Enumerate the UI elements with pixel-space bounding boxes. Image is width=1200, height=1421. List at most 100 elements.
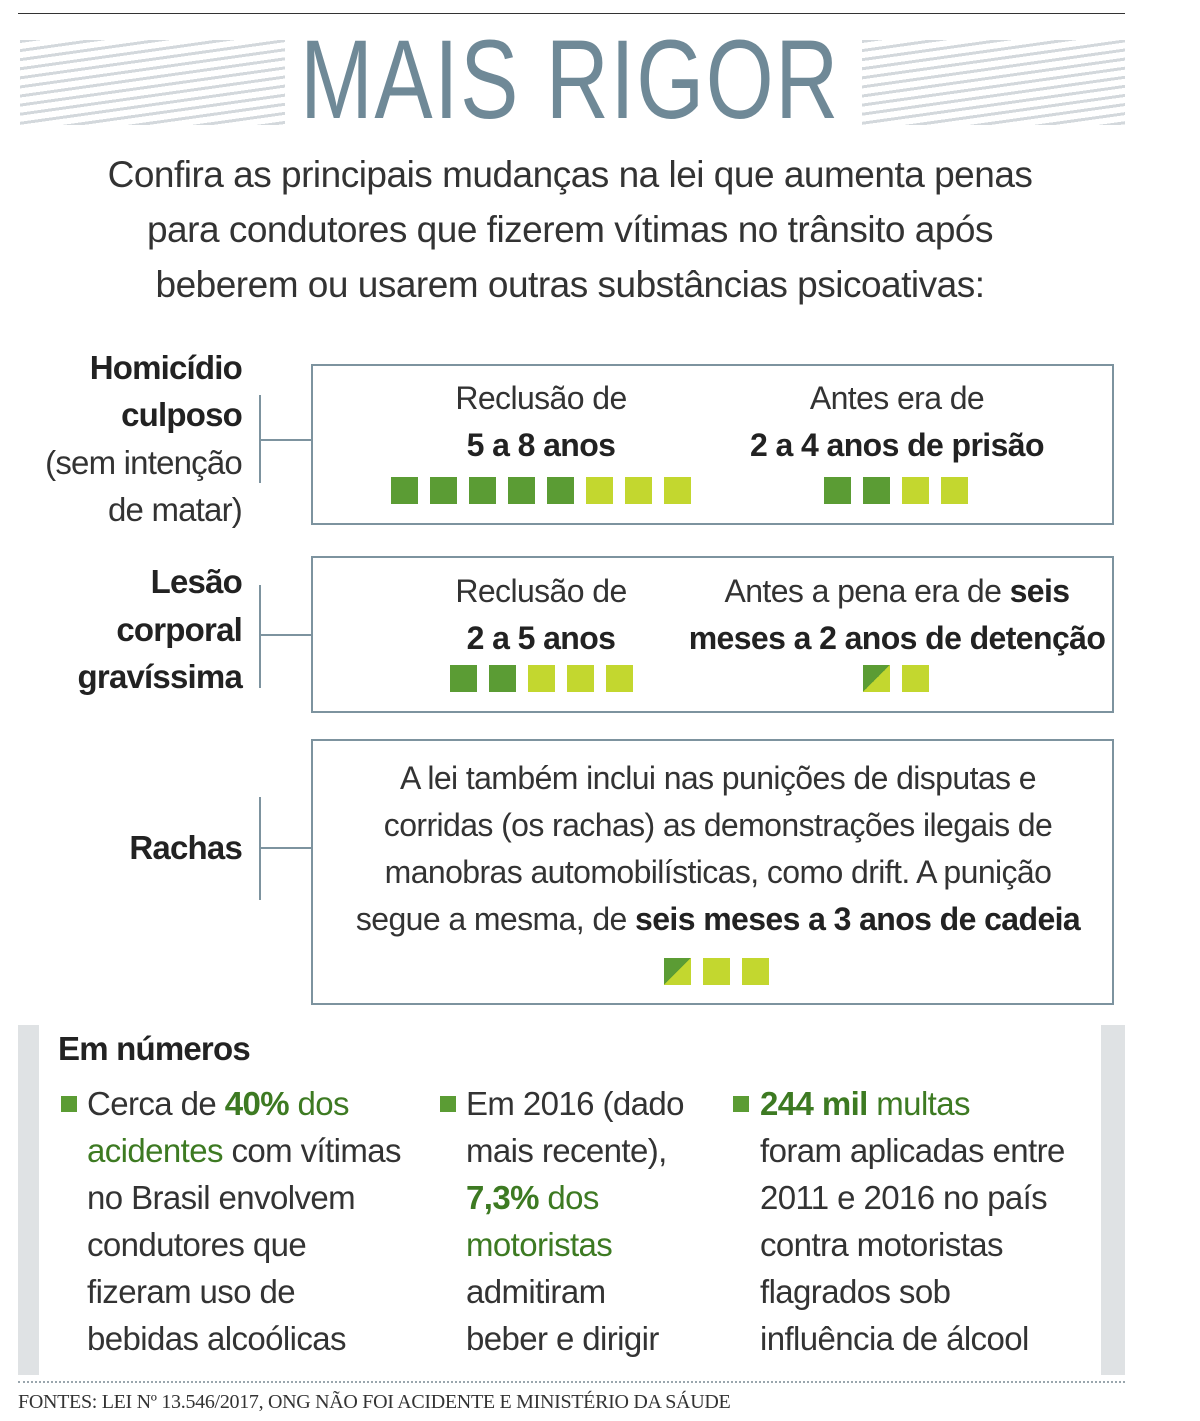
old-lead: Antes a pena era de [724, 573, 1002, 609]
square [586, 477, 613, 504]
title: MAIS RIGOR [300, 17, 840, 142]
square [742, 958, 769, 985]
section-box [311, 364, 1114, 525]
text-line: segue a mesma, de seis meses a 3 anos de… [318, 896, 1118, 942]
stat-line: no Brasil envolvem [87, 1179, 356, 1216]
bullet [61, 1096, 77, 1112]
text-part: segue a mesma, de [355, 901, 627, 937]
stat-line: influência de álcool [760, 1320, 1029, 1357]
new-penalty: 5 a 8 anos [466, 427, 616, 463]
top-rule [18, 13, 1125, 14]
year-squares [391, 477, 691, 504]
square [902, 665, 929, 692]
section-note: (sem intenção [45, 444, 243, 481]
stat-text: Cerca de [87, 1085, 217, 1122]
text-line: A lei também inclui nas punições de disp… [400, 760, 1037, 796]
stat-line: admitiram [466, 1273, 606, 1310]
stat-item: Cerca de 40% dos acidentes com vítimas n… [87, 1080, 427, 1362]
source: FONTES: LEI Nº 13.546/2017, ONG NÃO FOI … [18, 1391, 731, 1413]
year-squares [824, 477, 968, 504]
section-label: Rachas [129, 829, 242, 866]
section-box [311, 556, 1114, 713]
text-part: seis meses a 3 anos de cadeia [635, 901, 1081, 937]
stat-item: 244 mil multas foram aplicadas entre 201… [760, 1080, 1100, 1362]
square [450, 665, 477, 692]
stat-line: Cerca de 40% dos [87, 1080, 427, 1127]
panel-title: Em números [58, 1030, 251, 1067]
stat-line: fizeram uso de [87, 1273, 296, 1310]
square [625, 477, 652, 504]
connector [259, 847, 312, 849]
year-squares [450, 665, 633, 692]
stat-line: Em 2016 (dado [466, 1085, 684, 1122]
stat-line: 2011 e 2016 no país [760, 1179, 1048, 1216]
old-lead-line: Antes a pena era de seis [677, 568, 1117, 614]
square [863, 665, 890, 692]
square [489, 665, 516, 692]
square [664, 958, 691, 985]
text-line: manobras automobilísticas, como drift. A… [384, 854, 1052, 890]
stat-text: com vítimas [231, 1132, 401, 1169]
panel-bar [18, 1025, 39, 1375]
bullet [440, 1096, 456, 1112]
new-lead: Reclusão de [455, 573, 627, 609]
stat-line: 244 mil multas [760, 1080, 1100, 1127]
stat-line: motoristas [466, 1226, 613, 1263]
section-label: culposo [121, 396, 243, 433]
section-label: gravíssima [77, 658, 243, 695]
section-label: corporal [116, 611, 242, 648]
subtitle-line: Confira as principais mudanças na lei qu… [107, 154, 1033, 195]
square [469, 477, 496, 504]
square [902, 477, 929, 504]
section-label: Homicídio [89, 349, 243, 386]
square [391, 477, 418, 504]
square [567, 665, 594, 692]
old-penalty: seis [1009, 573, 1070, 609]
old-lead: Antes era de [809, 380, 985, 416]
connector [259, 439, 312, 441]
square [547, 477, 574, 504]
connector [259, 634, 312, 636]
square [606, 665, 633, 692]
old-penalty: meses a 2 anos de detenção [688, 620, 1106, 656]
stat-line: condutores que [87, 1226, 307, 1263]
new-lead: Reclusão de [455, 380, 627, 416]
year-squares [863, 665, 929, 692]
stat-line: 7,3% dos [466, 1174, 716, 1221]
stat-line: bebidas alcoólicas [87, 1320, 346, 1357]
section-label: Lesão [150, 563, 243, 600]
stat-line: contra motoristas [760, 1226, 1004, 1263]
square [664, 477, 691, 504]
stat-line: beber e dirigir [466, 1320, 659, 1357]
footer-rule [18, 1381, 1125, 1383]
stat-highlight: 40% [224, 1085, 290, 1122]
panel-bar [1101, 1025, 1125, 1375]
stat-item: Em 2016 (dado mais recente), 7,3% dos mo… [466, 1080, 716, 1362]
stat-line: mais recente), [466, 1132, 667, 1169]
stat-highlight: dos [297, 1085, 350, 1122]
stat-line: flagrados sob [760, 1273, 951, 1310]
old-penalty: 2 a 4 anos de prisão [750, 427, 1045, 463]
hatch-right [862, 40, 1125, 125]
hatch-left [20, 40, 285, 125]
stat-highlight: 7,3% [466, 1179, 539, 1216]
text-line: corridas (os rachas) as demonstrações il… [383, 807, 1053, 843]
square [863, 477, 890, 504]
square [824, 477, 851, 504]
bullet [733, 1096, 749, 1112]
connector [259, 585, 261, 688]
stat-highlight: multas [876, 1085, 970, 1122]
year-squares [664, 958, 769, 985]
stat-line: acidentes com vítimas [87, 1127, 427, 1174]
square [528, 665, 555, 692]
square [430, 477, 457, 504]
square [703, 958, 730, 985]
subtitle-line: para condutores que fizerem vítimas no t… [146, 209, 994, 250]
stat-highlight: acidentes [87, 1132, 223, 1169]
square [508, 477, 535, 504]
new-penalty: 2 a 5 anos [466, 620, 616, 656]
stat-highlight: 244 mil [760, 1085, 868, 1122]
stat-line: foram aplicadas entre [760, 1132, 1065, 1169]
section-note: de matar) [107, 491, 243, 528]
